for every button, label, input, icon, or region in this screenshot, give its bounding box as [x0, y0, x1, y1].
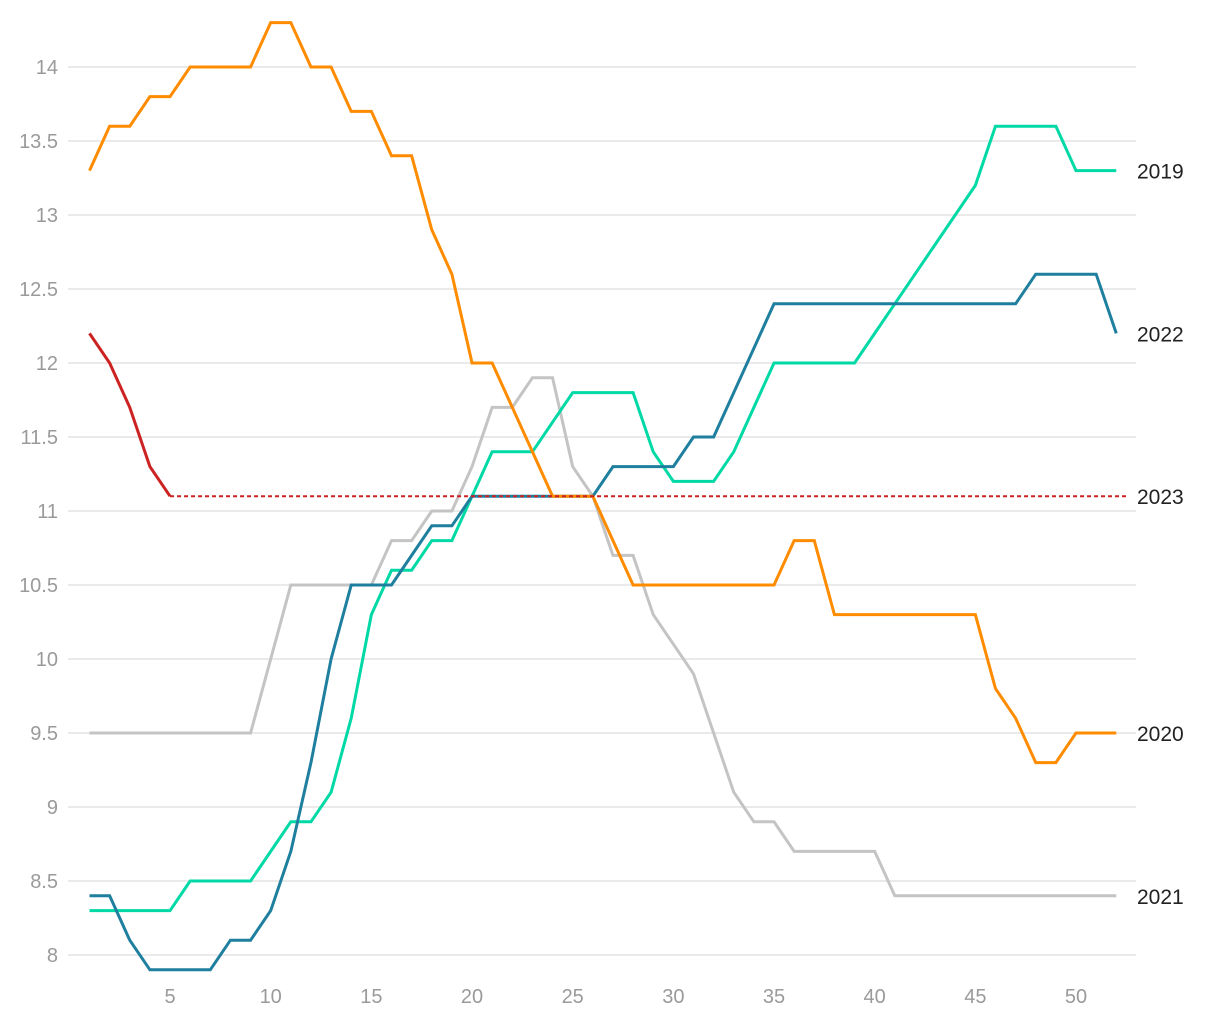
- series-line-2022: [89, 272, 1118, 972]
- x-tick-label: 45: [964, 986, 986, 1008]
- x-tick-label: 30: [662, 986, 684, 1008]
- series-line-2020: [88, 21, 1117, 765]
- y-tick-label: 13.5: [19, 131, 58, 153]
- series-label-2020: 2020: [1137, 723, 1184, 746]
- gridlines: [68, 66, 1136, 956]
- y-axis-ticks: 8 8.5 9 9.5 10 10.5 11 11.5 12 12.5 13 13.5 14: [19, 57, 58, 967]
- series-lines: [88, 21, 1127, 972]
- y-tick-label: 10.5: [19, 575, 58, 597]
- y-tick-label: 8: [47, 945, 58, 967]
- y-tick-label: 8.5: [30, 871, 58, 893]
- x-tick-label: 35: [763, 986, 785, 1008]
- x-tick-label: 20: [461, 986, 483, 1008]
- series-line-2019: [89, 124, 1117, 913]
- series-label-2019: 2019: [1137, 161, 1184, 184]
- series-label-2021: 2021: [1137, 886, 1184, 909]
- y-tick-label: 12: [36, 353, 58, 375]
- x-tick-label: 25: [562, 986, 584, 1008]
- y-tick-label: 13: [36, 205, 58, 227]
- x-tick-label: 5: [164, 986, 175, 1008]
- x-tick-label: 10: [260, 986, 282, 1008]
- x-tick-label: 15: [360, 986, 382, 1008]
- x-tick-label: 40: [864, 986, 886, 1008]
- series-line-2023: [88, 332, 172, 498]
- y-tick-label: 10: [36, 649, 58, 671]
- y-tick-label: 9.5: [30, 723, 58, 745]
- series-label-2022: 2022: [1137, 323, 1184, 346]
- y-tick-label: 11: [37, 501, 58, 523]
- x-axis-ticks: 5 10 15 20 25 30 35 40 45 50: [164, 986, 1087, 1008]
- y-tick-label: 14: [36, 57, 58, 79]
- series-line-2021: [89, 376, 1117, 898]
- x-tick-label: 50: [1065, 986, 1087, 1008]
- y-tick-label: 12.5: [19, 279, 58, 301]
- series-labels: 2021 2019 2022 2020 2023: [1137, 161, 1184, 909]
- y-tick-label: 11.5: [21, 427, 58, 449]
- series-label-2023: 2023: [1137, 486, 1184, 509]
- y-tick-label: 9: [47, 797, 58, 819]
